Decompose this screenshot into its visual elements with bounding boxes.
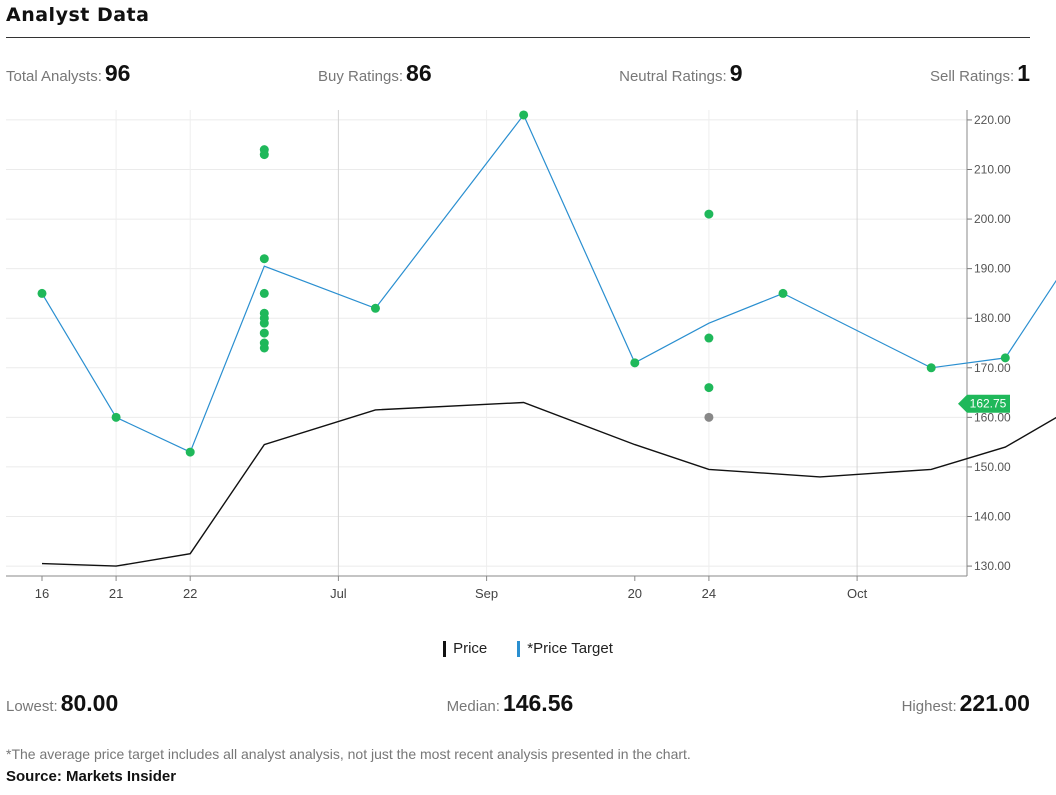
stat-label: Total Analysts:	[6, 68, 102, 85]
x-tick-label: Oct	[847, 586, 868, 601]
legend-label: Price	[453, 640, 488, 657]
y-tick-label: 170.00	[974, 361, 1011, 375]
stat-value: 86	[406, 60, 432, 86]
buy-rating-dot[interactable]	[259, 150, 269, 160]
buy-rating-dot[interactable]	[630, 358, 640, 368]
stat-highest: Highest: 221.00	[902, 690, 1030, 717]
stat-label: Median:	[446, 698, 500, 715]
stat-label: Lowest:	[6, 698, 58, 715]
stat-label: Highest:	[901, 698, 957, 715]
buy-rating-dot[interactable]	[37, 288, 47, 298]
neutral-rating-dot[interactable]	[704, 412, 714, 422]
current-price-badge	[958, 394, 1010, 413]
stat-lowest: Lowest: 80.00	[6, 690, 118, 717]
stat-value: 146.56	[502, 690, 574, 716]
x-tick-label: 24	[702, 586, 716, 601]
buy-rating-dot[interactable]	[259, 254, 269, 264]
stat-value: 96	[104, 60, 131, 86]
buy-rating-dot[interactable]	[1000, 353, 1010, 363]
footnote: *The average price target includes all a…	[6, 746, 691, 762]
buy-rating-dot[interactable]	[926, 363, 936, 373]
stat-neutral-ratings: Neutral Ratings: 9	[619, 60, 742, 87]
x-tick-label: Sep	[475, 586, 498, 601]
source-credit: Source: Markets Insider	[6, 768, 177, 785]
buy-rating-dot[interactable]	[704, 333, 714, 343]
stat-buy-ratings: Buy Ratings: 86	[318, 60, 432, 87]
stat-label: Neutral Ratings:	[619, 68, 727, 85]
x-tick-label: 21	[109, 586, 123, 601]
y-tick-label: 140.00	[974, 510, 1011, 524]
buy-rating-dot[interactable]	[185, 447, 195, 457]
stat-value: 9	[729, 60, 743, 86]
legend-label: *Price Target	[527, 640, 613, 657]
legend-swatch-price	[443, 640, 447, 657]
target-summary: Lowest: 80.00 Median: 146.56 Highest: 221.0…	[6, 690, 1030, 717]
stat-sell-ratings: Sell Ratings: 1	[930, 60, 1030, 87]
x-tick-label: Jul	[330, 586, 347, 601]
current-price-label: 162.75	[970, 397, 1007, 411]
legend-item-price-target[interactable]: *Price Target	[517, 640, 613, 657]
y-tick-label: 190.00	[974, 262, 1011, 276]
stat-value: 80.00	[60, 690, 119, 716]
y-tick-label: 180.00	[974, 311, 1011, 325]
price-line	[41, 401, 1056, 567]
buy-rating-dot[interactable]	[259, 343, 269, 353]
legend-item-price[interactable]: Price	[443, 640, 487, 657]
y-tick-label: 150.00	[974, 460, 1011, 474]
stat-value: 1	[1017, 60, 1030, 86]
x-tick-label: 20	[628, 586, 642, 601]
y-tick-label: 130.00	[974, 559, 1011, 573]
y-tick-label: 210.00	[974, 162, 1011, 176]
y-tick-label: 220.00	[974, 113, 1011, 127]
title-divider	[6, 37, 1030, 38]
buy-rating-dot[interactable]	[111, 412, 121, 422]
x-tick-label: 16	[35, 586, 49, 601]
x-tick-label: 22	[183, 586, 197, 601]
stat-label: Sell Ratings:	[929, 68, 1015, 85]
stat-value: 221.00	[959, 690, 1030, 716]
y-tick-label: 160.00	[974, 410, 1011, 424]
page-title: Analyst Data	[6, 4, 150, 26]
buy-rating-dot[interactable]	[704, 209, 714, 219]
buy-rating-dot[interactable]	[778, 288, 788, 298]
legend-swatch-price-target	[517, 640, 521, 657]
chart-legend: Price *Price Target	[0, 640, 1056, 657]
price-target-line	[41, 113, 1056, 453]
buy-rating-dot[interactable]	[259, 288, 269, 298]
rating-summary: Total Analysts: 96 Buy Ratings: 86 Neutral…	[6, 60, 1030, 87]
buy-rating-dot[interactable]	[259, 318, 269, 328]
buy-rating-dot[interactable]	[519, 110, 529, 120]
buy-rating-dot[interactable]	[370, 303, 380, 313]
stat-label: Buy Ratings:	[317, 68, 404, 85]
buy-rating-dot[interactable]	[704, 383, 714, 393]
y-tick-label: 200.00	[974, 212, 1011, 226]
buy-rating-dot[interactable]	[259, 328, 269, 338]
price-target-chart[interactable]: 130.00 140.00 150.00 160.00 170.00 180.00 190.…	[0, 110, 1056, 610]
stat-total-analysts: Total Analysts: 96	[6, 60, 130, 87]
stat-median: Median: 146.56	[447, 690, 574, 717]
